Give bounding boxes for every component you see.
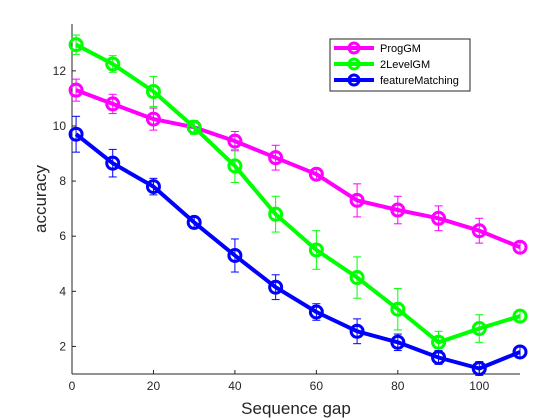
x-tick-label: 0 [69,379,76,393]
data-point [68,37,84,53]
data-point [227,158,243,174]
x-tick-label: 100 [469,379,489,393]
data-point [471,360,487,376]
data-point [308,304,324,320]
x-tick-label: 80 [391,379,405,393]
data-point [186,214,202,230]
x-tick-label: 40 [228,379,242,393]
data-point [268,279,284,295]
data-point [145,179,161,195]
data-point [512,344,528,360]
series-featureMatching [68,115,528,376]
data-point [390,334,406,350]
y-tick-label: 10 [53,119,67,133]
data-point [68,126,84,142]
data-point [308,166,324,182]
data-point [105,56,121,72]
data-point [512,239,528,255]
data-point [431,334,447,350]
data-point [390,202,406,218]
y-axis-label: accuracy [31,164,50,233]
data-point [431,210,447,226]
series-ProgGM [68,78,528,255]
x-tick-label: 60 [310,379,324,393]
y-tick-label: 6 [59,229,66,243]
legend-marker [347,41,361,55]
data-point [512,308,528,324]
data-point [349,270,365,286]
data-point [349,323,365,339]
data-point [308,242,324,258]
data-point [349,192,365,208]
legend-label: 2LevelGM [380,59,430,71]
data-point [105,96,121,112]
data-point [186,119,202,135]
axes: 0 20 40 60 80 100 2 4 6 8 10 12 [53,24,520,393]
data-point [105,155,121,171]
data-point [471,223,487,239]
x-axis-label: Sequence gap [241,399,351,418]
data-point [268,150,284,166]
legend: ProgGM 2LevelGM featureMatching [329,38,471,92]
y-tick-label: 2 [59,339,66,353]
data-point [390,301,406,317]
data-point [227,247,243,263]
y-tick-label: 4 [59,284,66,298]
legend-label: ProgGM [380,43,421,55]
data-point [68,82,84,98]
x-tick-label: 20 [147,379,161,393]
y-tick-label: 8 [59,174,66,188]
data-point [145,111,161,127]
data-point [145,84,161,100]
legend-label: featureMatching [380,75,459,87]
data-point [471,321,487,337]
legend-marker [347,73,361,87]
y-tick-label: 12 [53,64,67,78]
data-point [227,133,243,149]
data-point [431,349,447,365]
legend-marker [347,57,361,71]
series-group [68,34,528,376]
series-2LevelGM [68,34,528,354]
data-point [268,206,284,222]
